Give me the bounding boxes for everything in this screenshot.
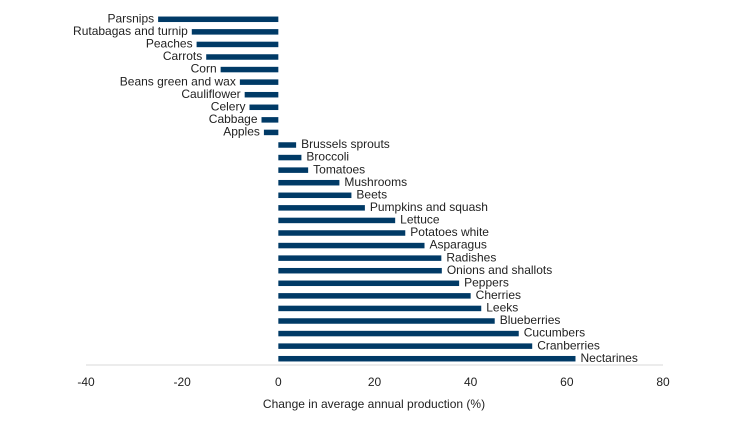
bar	[278, 154, 302, 161]
bar	[206, 54, 279, 60]
x-tick-label: 40	[464, 375, 478, 389]
category-label: Asparagus	[430, 238, 487, 252]
bar	[278, 343, 533, 349]
bar	[196, 41, 279, 48]
category-label: Apples	[223, 125, 260, 139]
category-label: Cranberries	[537, 338, 600, 352]
bar	[244, 91, 279, 98]
bar	[278, 167, 309, 173]
x-tick-label: 0	[275, 375, 282, 389]
bar	[261, 117, 279, 123]
bar	[239, 79, 279, 85]
bar	[278, 330, 519, 337]
x-tick-label: -20	[173, 375, 191, 389]
category-label: Pumpkins and squash	[370, 200, 488, 214]
bar	[278, 355, 576, 362]
bar	[278, 242, 425, 249]
category-label: Parsnips	[107, 11, 154, 25]
category-label: Corn	[191, 62, 217, 76]
category-label: Peaches	[146, 37, 193, 51]
category-label: Mushrooms	[344, 175, 407, 189]
category-label: Brussels sprouts	[301, 137, 390, 151]
bar	[278, 217, 396, 224]
bar	[278, 318, 495, 324]
bar	[278, 205, 365, 211]
bar	[278, 192, 352, 199]
category-label: Tomatoes	[313, 162, 365, 176]
bar	[220, 66, 279, 73]
category-label: Broccoli	[306, 150, 349, 164]
bar	[278, 267, 442, 274]
category-label: Cucumbers	[524, 326, 585, 340]
x-tick-label: 80	[656, 375, 670, 389]
x-tick-label: -40	[77, 375, 95, 389]
bar	[263, 129, 279, 136]
category-label: Beets	[356, 187, 387, 201]
category-label: Cabbage	[209, 112, 258, 126]
category-label: Onions and shallots	[447, 263, 552, 277]
category-label: Rutabagas and turnip	[73, 24, 188, 38]
bar	[278, 255, 442, 261]
category-label: Lettuce	[400, 213, 440, 227]
bar	[191, 29, 279, 35]
category-label: Cherries	[476, 288, 521, 302]
category-label: Peppers	[464, 275, 509, 289]
x-tick-label: 20	[368, 375, 382, 389]
category-label: Celery	[211, 99, 246, 113]
category-label: Nectarines	[580, 351, 637, 365]
bar	[278, 142, 297, 148]
x-axis-title: Change in average annual production (%)	[263, 397, 485, 411]
bar	[278, 305, 482, 312]
category-label: Beans green and wax	[120, 74, 236, 88]
category-label: Cauliflower	[181, 87, 240, 101]
bar	[278, 230, 406, 236]
bar	[249, 104, 279, 111]
category-label: Blueberries	[500, 313, 561, 327]
category-label: Potatoes white	[410, 225, 489, 239]
bar	[278, 293, 471, 299]
bar	[278, 179, 340, 186]
category-label: Radishes	[446, 250, 496, 264]
category-label: Carrots	[163, 49, 202, 63]
bar	[158, 16, 279, 23]
category-label: Leeks	[486, 301, 518, 315]
x-tick-label: 60	[560, 375, 574, 389]
bar	[278, 280, 460, 287]
